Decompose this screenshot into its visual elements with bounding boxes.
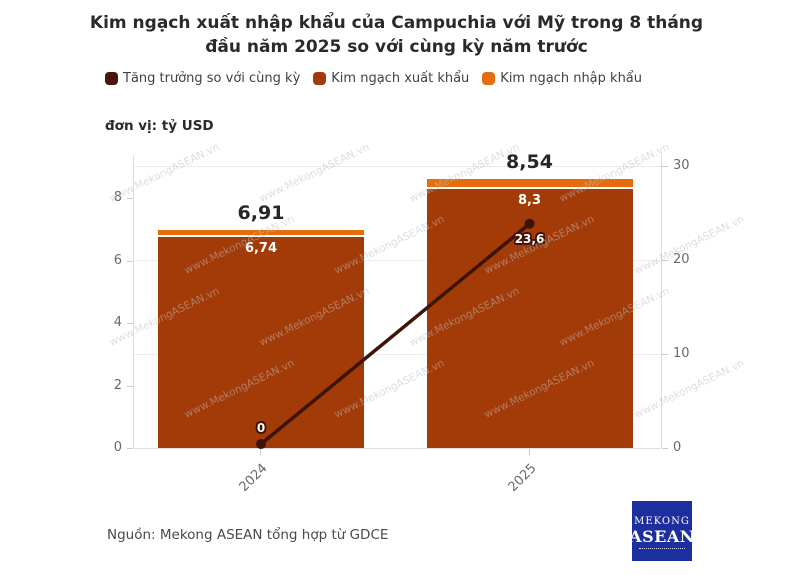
growth-line bbox=[259, 222, 531, 446]
x-axis-tick-mark bbox=[528, 449, 530, 455]
left-axis-tick-mark bbox=[127, 323, 133, 324]
plot-area: 6,74 6,91 8,3 8,54 0 23,6 www.MekongASEAN.vn ww… bbox=[107, 141, 746, 449]
legend: Tăng trưởng so với cùng kỳ Kim ngạch xuất… bbox=[105, 71, 642, 86]
grid-line bbox=[134, 165, 661, 167]
brand-logo: Mekong ASEAN bbox=[629, 501, 695, 561]
left-axis-tick-mark bbox=[127, 260, 133, 262]
grid-line bbox=[134, 259, 661, 261]
chart-title-line1: Kim ngạch xuất nhập khẩu của Campuchia v… bbox=[89, 13, 704, 33]
right-axis-tick-mark bbox=[662, 166, 668, 167]
legend-marker-icon bbox=[482, 72, 496, 85]
legend-item-1[interactable]: Tăng trưởng so với cùng kỳ bbox=[105, 71, 300, 86]
left-axis-tick-mark bbox=[127, 448, 133, 449]
bar-total-value-2024: 6,91 bbox=[237, 202, 285, 225]
right-axis-tick-label: 30 bbox=[673, 158, 690, 173]
left-axis-tick-mark bbox=[127, 198, 133, 199]
legend-item-label: Kim ngạch nhập khẩu bbox=[500, 71, 643, 86]
legend-item-3[interactable]: Kim ngạch nhập khẩu bbox=[482, 71, 642, 86]
right-axis-tick-mark bbox=[662, 354, 668, 355]
legend-marker-icon bbox=[313, 72, 327, 85]
growth-line-chart bbox=[256, 218, 535, 449]
x-axis-label-2025[interactable]: 2025 bbox=[505, 461, 540, 496]
right-axis-tick-label: 20 bbox=[673, 252, 690, 267]
right-axis-tick-label: 0 bbox=[673, 440, 682, 455]
chart-title: Kim ngạch xuất nhập khẩu của Campuchia v… bbox=[0, 11, 793, 59]
right-axis-tick-mark bbox=[662, 260, 668, 261]
right-axis-tick-mark bbox=[662, 448, 668, 449]
legend-marker-icon bbox=[105, 72, 118, 85]
growth-value-2024: 0 bbox=[256, 421, 266, 435]
logo-text-asean: ASEAN bbox=[629, 526, 695, 546]
grid-line bbox=[134, 447, 661, 449]
growth-value-2025: 23,6 bbox=[514, 231, 545, 246]
logo-tagline bbox=[639, 547, 685, 549]
growth-point-2025 bbox=[524, 218, 535, 229]
bar-export-value-2024: 6,74 bbox=[244, 241, 278, 257]
bar-import-2024 bbox=[158, 230, 364, 238]
bar-total-value-2025: 8,54 bbox=[506, 151, 553, 174]
bar-export-2024 bbox=[158, 237, 364, 448]
left-axis-tick-label: 0 bbox=[113, 440, 122, 455]
unit-label: đơn vị: tỷ USD bbox=[105, 118, 214, 134]
legend-item-label: Kim ngạch xuất khẩu bbox=[331, 71, 470, 86]
bar-export-2025 bbox=[426, 188, 633, 448]
left-axis-tick-label: 4 bbox=[113, 315, 122, 330]
legend-item-label: Tăng trưởng so với cùng kỳ bbox=[123, 71, 301, 86]
left-axis-tick-label: 8 bbox=[113, 190, 122, 205]
left-axis-tick-label: 6 bbox=[113, 252, 122, 268]
bar-import-2025 bbox=[426, 179, 633, 189]
x-axis-label-2024[interactable]: 2024 bbox=[236, 461, 271, 496]
bar-export-value-2025: 8,3 bbox=[517, 192, 542, 208]
left-axis-tick-label: 2 bbox=[113, 377, 122, 393]
source-note: Nguồn: Mekong ASEAN tổng hợp từ GDCE bbox=[107, 527, 389, 543]
chart-title-line2: đầu năm 2025 so với cùng kỳ năm trước bbox=[205, 37, 588, 57]
legend-item-2[interactable]: Kim ngạch xuất khẩu bbox=[313, 71, 469, 86]
grid-line bbox=[134, 353, 661, 355]
logo-text-mekong: Mekong bbox=[634, 515, 690, 527]
left-axis-tick-mark bbox=[127, 385, 133, 387]
growth-point-2024 bbox=[256, 439, 266, 449]
x-axis-tick-mark bbox=[260, 449, 261, 455]
right-axis-tick-label: 10 bbox=[673, 346, 690, 361]
